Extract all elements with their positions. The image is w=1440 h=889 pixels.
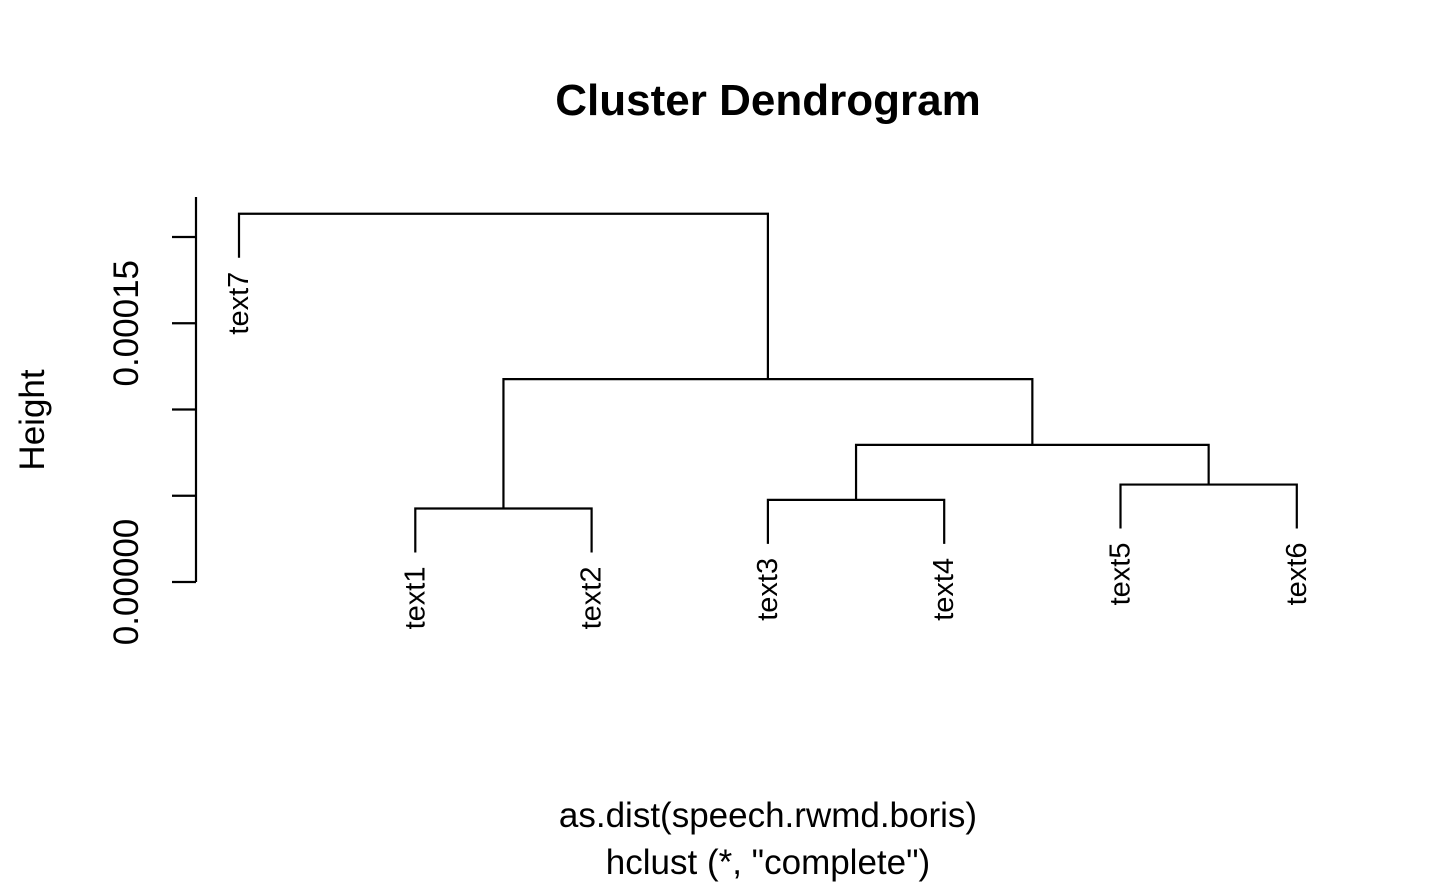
leaf-label-text7: text7 bbox=[223, 272, 255, 335]
chart-subtitle: hclust (*, "complete") bbox=[606, 843, 930, 882]
y-axis: 0.00000 0.00015 bbox=[107, 197, 198, 646]
merge-branch-1 bbox=[1119, 483, 1298, 529]
leaf-label-text3: text3 bbox=[752, 558, 784, 621]
merge-branch-4 bbox=[854, 443, 1210, 500]
leaf-label-text1: text1 bbox=[399, 567, 431, 630]
leaf-labels: text7 text1 text2 text3 text4 text5 text6 bbox=[223, 272, 1313, 630]
y-tick-label-3: 0.00015 bbox=[107, 260, 146, 387]
leaf-label-text6: text6 bbox=[1281, 543, 1313, 606]
merge-branch-3 bbox=[414, 507, 593, 553]
chart-title: Cluster Dendrogram bbox=[555, 76, 980, 125]
dendrogram-tree bbox=[237, 212, 1298, 553]
x-axis-label: as.dist(speech.rwmd.boris) bbox=[559, 796, 977, 835]
leaf-label-text5: text5 bbox=[1105, 543, 1137, 606]
y-axis-label: Height bbox=[13, 369, 52, 470]
merge-branch-2 bbox=[766, 498, 946, 544]
merge-branch-6 bbox=[237, 212, 770, 380]
leaf-label-text2: text2 bbox=[576, 567, 608, 630]
leaf-label-text4: text4 bbox=[928, 558, 960, 621]
y-tick-label-0: 0.00000 bbox=[107, 519, 146, 646]
